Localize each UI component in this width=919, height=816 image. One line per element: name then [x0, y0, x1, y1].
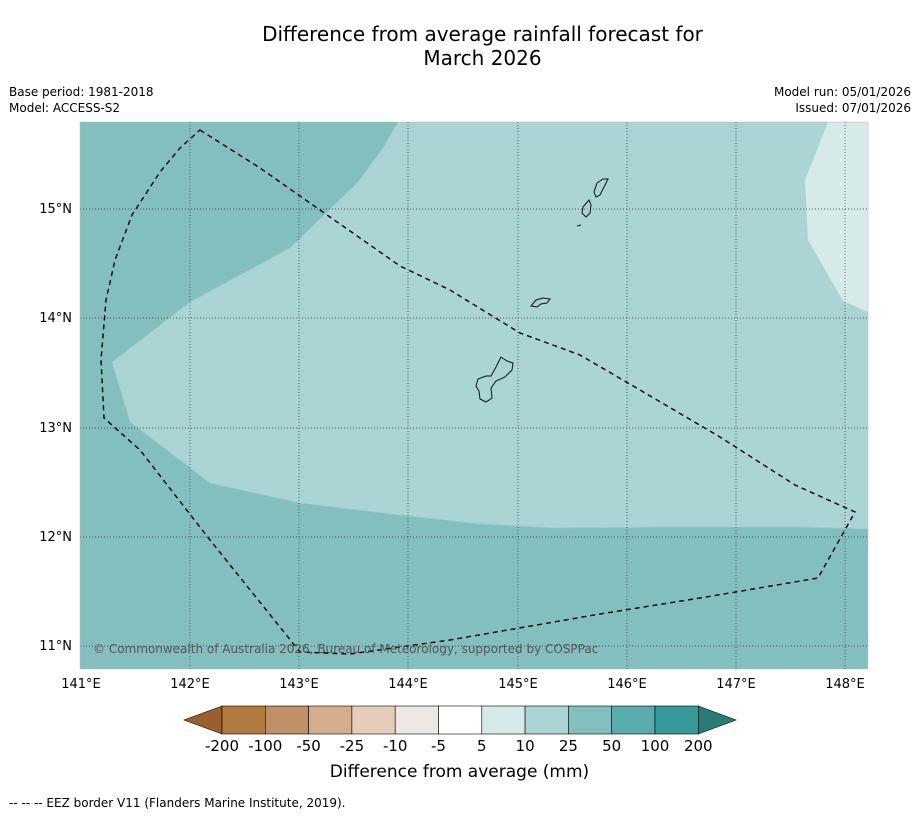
colorbar-tick-label: -50	[296, 737, 321, 755]
map-area: © Commonwealth of Australia 2026, Bureau…	[80, 122, 868, 669]
lon-label: 148°E	[825, 677, 865, 692]
colorbar-tick-label: -5	[431, 737, 446, 755]
eez-footnote: -- -- -- EEZ border V11 (Flanders Marine…	[9, 796, 346, 810]
chart-title: Difference from average rainfall forecas…	[0, 22, 919, 70]
colorbar-tick-label: 25	[559, 737, 578, 755]
colorbar-tick-label: -200	[205, 737, 239, 755]
title-line-2: March 2026	[423, 46, 542, 70]
colorbar-segment	[221, 705, 266, 735]
meta-right: Model run: 05/01/2026 Issued: 07/01/2026	[774, 84, 911, 116]
colorbar-segment	[351, 705, 396, 735]
gridlines	[80, 122, 868, 669]
aguijan-island	[576, 224, 582, 227]
lon-label: 143°E	[279, 677, 319, 692]
lon-label: 146°E	[607, 677, 647, 692]
base-period-text: Base period: 1981-2018	[9, 85, 154, 99]
tinian-island	[581, 199, 592, 218]
colorbar-tick-label: 200	[684, 737, 713, 755]
lat-label: 11°N	[39, 639, 72, 654]
meta-left: Base period: 1981-2018 Model: ACCESS-S2	[9, 84, 154, 116]
colorbar-segment	[568, 705, 613, 735]
map-frame	[79, 121, 869, 670]
saipan-island	[593, 178, 609, 198]
colorbar: -200 -100 -50 -25 -10 -5 5 10 25 50 100 200	[183, 705, 737, 755]
lat-label: 13°N	[39, 421, 72, 436]
colorbar-tick-label: 10	[516, 737, 535, 755]
colorbar-tick-label: -25	[340, 737, 365, 755]
lat-axis: 15°N 14°N 13°N 12°N 11°N	[39, 202, 72, 654]
colorbar-segment	[308, 705, 353, 735]
model-run-text: Model run: 05/01/2026	[773, 85, 911, 99]
colorbar-segment	[438, 705, 483, 735]
colorbar-tick-label: -100	[248, 737, 282, 755]
colorbar-title: Difference from average (mm)	[329, 762, 590, 782]
title-line-1: Difference from average rainfall forecas…	[262, 22, 703, 46]
colorbar-tick-label: 5	[477, 737, 487, 755]
rota-island	[530, 297, 551, 308]
colorbar-tick-label: -10	[383, 737, 408, 755]
islands	[475, 178, 609, 403]
colorbar-segment	[264, 705, 309, 735]
copyright-text: © Commonwealth of Australia 2026, Bureau…	[93, 642, 598, 656]
colorbar-extend-high	[697, 705, 737, 735]
lon-axis: 141°E 142°E 143°E 144°E 145°E 146°E 147°…	[61, 677, 865, 692]
colorbar-segment	[524, 705, 569, 735]
colorbar-segment	[394, 705, 439, 735]
field-5-10	[805, 122, 868, 312]
colorbar-segment	[481, 705, 526, 735]
lat-label: 14°N	[39, 311, 72, 326]
contour-line	[111, 122, 868, 530]
colorbar-extend-low	[183, 705, 223, 735]
colorbar-segment	[611, 705, 656, 735]
guam-island	[475, 356, 514, 403]
issued-text: Issued: 07/01/2026	[795, 101, 911, 115]
lat-label: 15°N	[39, 202, 72, 217]
lon-label: 142°E	[170, 677, 210, 692]
model-text: Model: ACCESS-S2	[9, 101, 121, 115]
lon-label: 147°E	[716, 677, 756, 692]
colorbar-segment	[654, 705, 699, 735]
lon-label: 144°E	[388, 677, 428, 692]
colorbar-tick-label: 50	[602, 737, 621, 755]
lat-label: 12°N	[39, 530, 72, 545]
lon-label: 141°E	[61, 677, 101, 692]
colorbar-tick-label: 100	[641, 737, 670, 755]
lon-label: 145°E	[498, 677, 538, 692]
eez-border	[100, 129, 856, 655]
field-10-25	[112, 122, 868, 529]
